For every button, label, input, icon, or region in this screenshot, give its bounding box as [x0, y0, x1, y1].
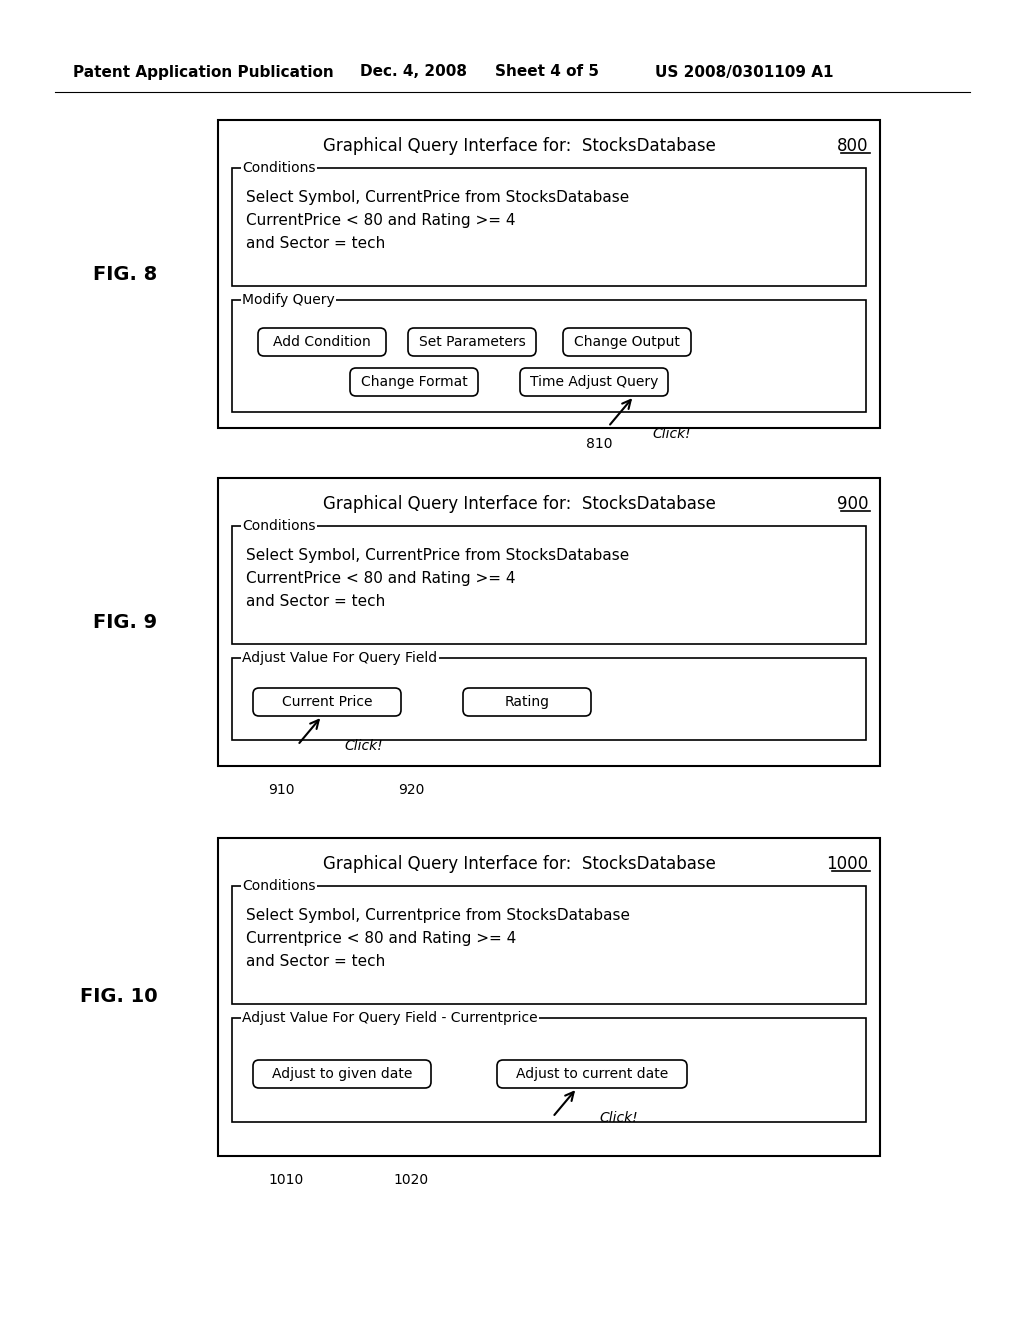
Text: 1020: 1020: [393, 1173, 428, 1187]
Text: Click!: Click!: [599, 1111, 638, 1125]
Text: Rating: Rating: [505, 696, 550, 709]
Text: Change Format: Change Format: [360, 375, 467, 389]
FancyBboxPatch shape: [520, 368, 668, 396]
Text: 900: 900: [837, 495, 868, 513]
Text: 800: 800: [837, 137, 868, 154]
Bar: [218, 478, 880, 766]
Text: Adjust Value For Query Field - Currentprice: Adjust Value For Query Field - Currentpr…: [242, 1011, 538, 1026]
Bar: [232, 657, 866, 741]
Bar: [218, 838, 880, 1156]
Text: Modify Query: Modify Query: [242, 293, 335, 308]
Text: Adjust Value For Query Field: Adjust Value For Query Field: [242, 651, 437, 665]
Text: FIG. 9: FIG. 9: [93, 612, 157, 631]
Bar: [232, 300, 866, 412]
Text: Dec. 4, 2008: Dec. 4, 2008: [360, 65, 467, 79]
Text: 810: 810: [586, 437, 612, 451]
Text: 1000: 1000: [826, 855, 868, 873]
FancyBboxPatch shape: [350, 368, 478, 396]
Bar: [218, 120, 880, 428]
Text: Sheet 4 of 5: Sheet 4 of 5: [495, 65, 599, 79]
Text: 910: 910: [268, 783, 295, 797]
Text: Current Price: Current Price: [282, 696, 373, 709]
Text: Select Symbol, Currentprice from StocksDatabase
Currentprice < 80 and Rating >= : Select Symbol, Currentprice from StocksD…: [246, 908, 630, 969]
FancyBboxPatch shape: [408, 327, 536, 356]
Bar: [232, 525, 866, 644]
Text: Click!: Click!: [652, 426, 691, 441]
FancyBboxPatch shape: [463, 688, 591, 715]
FancyBboxPatch shape: [253, 1060, 431, 1088]
Text: Conditions: Conditions: [242, 879, 315, 894]
Text: Graphical Query Interface for:  StocksDatabase: Graphical Query Interface for: StocksDat…: [323, 495, 716, 513]
Bar: [232, 1018, 866, 1122]
Text: Set Parameters: Set Parameters: [419, 335, 525, 348]
Text: Select Symbol, CurrentPrice from StocksDatabase
CurrentPrice < 80 and Rating >= : Select Symbol, CurrentPrice from StocksD…: [246, 190, 630, 251]
Text: 1010: 1010: [268, 1173, 303, 1187]
FancyBboxPatch shape: [563, 327, 691, 356]
FancyBboxPatch shape: [497, 1060, 687, 1088]
Text: Patent Application Publication: Patent Application Publication: [73, 65, 334, 79]
Text: US 2008/0301109 A1: US 2008/0301109 A1: [655, 65, 834, 79]
Text: Graphical Query Interface for:  StocksDatabase: Graphical Query Interface for: StocksDat…: [323, 855, 716, 873]
Text: Graphical Query Interface for:  StocksDatabase: Graphical Query Interface for: StocksDat…: [323, 137, 716, 154]
Text: Conditions: Conditions: [242, 161, 315, 176]
Text: FIG. 10: FIG. 10: [80, 987, 158, 1006]
Text: Adjust to current date: Adjust to current date: [516, 1067, 668, 1081]
Text: Conditions: Conditions: [242, 519, 315, 533]
Text: Add Condition: Add Condition: [273, 335, 371, 348]
Text: FIG. 8: FIG. 8: [93, 264, 158, 284]
Text: Adjust to given date: Adjust to given date: [271, 1067, 413, 1081]
Text: Time Adjust Query: Time Adjust Query: [529, 375, 658, 389]
Bar: [232, 168, 866, 286]
Text: 920: 920: [398, 783, 424, 797]
Bar: [232, 886, 866, 1005]
Text: Select Symbol, CurrentPrice from StocksDatabase
CurrentPrice < 80 and Rating >= : Select Symbol, CurrentPrice from StocksD…: [246, 548, 630, 609]
Text: Click!: Click!: [344, 739, 383, 752]
FancyBboxPatch shape: [258, 327, 386, 356]
Text: Change Output: Change Output: [574, 335, 680, 348]
FancyBboxPatch shape: [253, 688, 401, 715]
